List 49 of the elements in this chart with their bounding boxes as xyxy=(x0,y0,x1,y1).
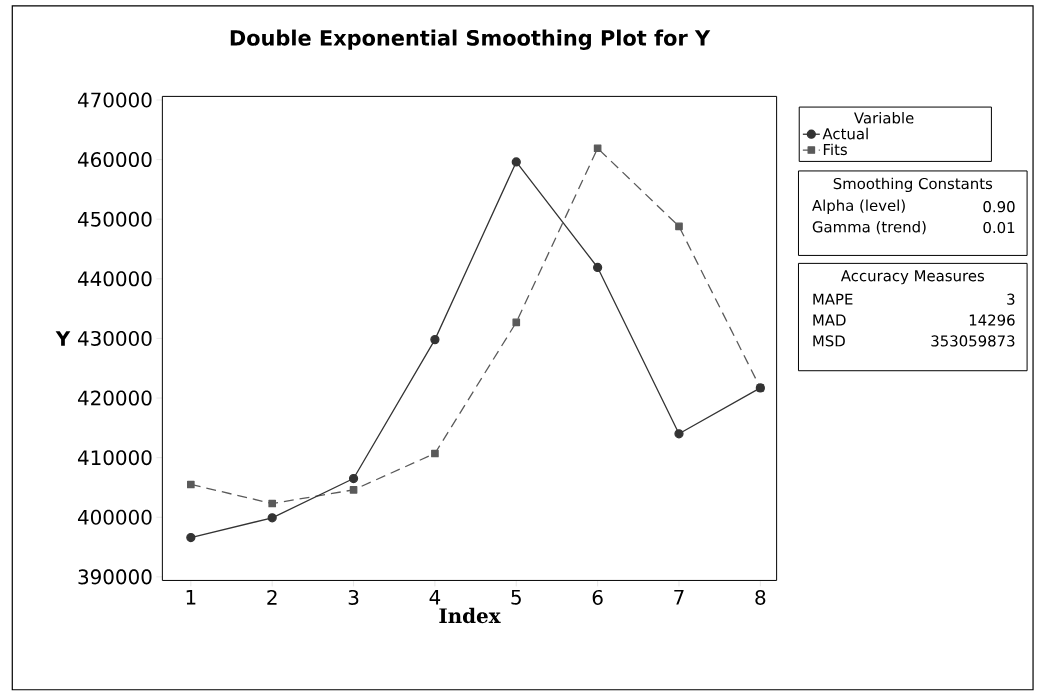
text: Alpha (level) xyxy=(812,199,905,215)
text: Accuracy Measures xyxy=(840,270,985,285)
y-tick-label: 470000 xyxy=(77,92,152,108)
point xyxy=(511,157,521,167)
text: 353059873 xyxy=(931,335,1015,347)
x-tick-label: 3 xyxy=(348,590,359,606)
x-tick-label: 7 xyxy=(674,590,684,605)
text: Gamma (trend) xyxy=(812,221,926,235)
y-tick-label: 440000 xyxy=(77,271,152,287)
x-tick-label: 6 xyxy=(592,590,603,606)
y-tick-label: 460000 xyxy=(77,152,152,168)
text: Smoothing Constants xyxy=(833,177,993,193)
point xyxy=(187,480,195,489)
y-tick-label: 390000 xyxy=(78,569,152,585)
point xyxy=(675,222,683,231)
legend-title: Variable xyxy=(854,112,914,124)
legend-label: Fits xyxy=(823,143,847,156)
x-axis-title: Index xyxy=(439,607,501,624)
point xyxy=(267,513,277,523)
legend-label: Actual xyxy=(822,127,868,140)
point xyxy=(431,449,439,458)
text: MSD xyxy=(813,335,845,347)
x-tick-label: 2 xyxy=(267,590,277,605)
y-tick-label: 450000 xyxy=(77,211,152,227)
x-tick-label: 1 xyxy=(186,590,196,605)
point xyxy=(349,486,358,494)
x-tick-label: 8 xyxy=(755,590,766,606)
text: MAD xyxy=(813,314,846,326)
y-tick-label: 410000 xyxy=(77,450,152,466)
text: 3 xyxy=(1007,293,1015,305)
y-axis-title: Y xyxy=(55,331,71,346)
y-tick-label: 400000 xyxy=(77,509,152,525)
point xyxy=(593,262,603,273)
point xyxy=(268,499,277,508)
x-tick-label: 4 xyxy=(429,590,441,605)
text: 0.90 xyxy=(983,201,1015,213)
text: 0.01 xyxy=(983,222,1015,234)
x-tick-label: 5 xyxy=(511,590,521,605)
point xyxy=(430,335,440,345)
point xyxy=(512,318,521,327)
text: MAPE xyxy=(813,293,853,305)
point xyxy=(593,144,602,153)
point xyxy=(186,533,196,543)
text: 14296 xyxy=(969,314,1015,326)
y-tick-label: 420000 xyxy=(77,390,152,406)
y-tick-label: 430000 xyxy=(77,331,152,347)
chart-title: Double Exponential Smoothing Plot for Y xyxy=(230,29,711,51)
point xyxy=(674,429,684,439)
point xyxy=(348,474,359,484)
